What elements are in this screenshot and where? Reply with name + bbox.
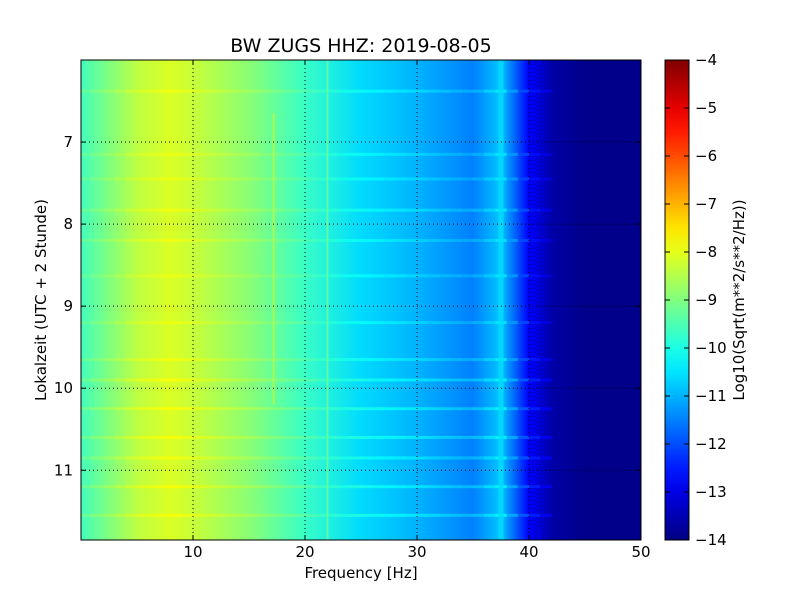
horizontal-band xyxy=(81,177,552,181)
horizontal-band xyxy=(81,407,552,411)
horizontal-band xyxy=(81,89,552,93)
colorbar-tick-label: −11 xyxy=(695,387,727,405)
colorbar-tick-label: −14 xyxy=(695,531,727,549)
grid-lines xyxy=(81,60,641,540)
colorbar-ticks: −4 −5 −6 −7 −8 −9 −10 −11 −12 −13 −14 xyxy=(665,51,727,549)
y-tick-label: 8 xyxy=(63,215,73,233)
x-tick-label: 20 xyxy=(295,543,314,561)
colorbar-tick-label: −8 xyxy=(695,243,717,261)
colorbar-tick-label: −7 xyxy=(695,195,717,213)
horizontal-band xyxy=(81,321,552,325)
heatmap-background xyxy=(81,60,641,540)
y-tick-label: 9 xyxy=(63,297,73,315)
x-tick-label: 50 xyxy=(631,543,650,561)
y-tick-label: 10 xyxy=(54,379,73,397)
colorbar-tick-label: −10 xyxy=(695,339,727,357)
horizontal-band xyxy=(81,513,552,517)
colorbar-tick-label: −9 xyxy=(695,291,717,309)
colorbar: −4 −5 −6 −7 −8 −9 −10 −11 −12 −13 −14 Log10(Sqrt(m… xyxy=(664,51,748,549)
y-axis-ticks: 7 8 9 10 11 xyxy=(54,133,641,479)
chart-title: BW ZUGS HHZ: 2019-08-05 xyxy=(230,35,491,57)
x-axis-ticks: 10 20 30 40 50 xyxy=(183,60,651,561)
x-tick-label: 30 xyxy=(407,543,426,561)
horizontal-band xyxy=(81,274,552,278)
x-tick-label: 10 xyxy=(183,543,202,561)
colorbar-tick-label: −5 xyxy=(695,99,717,117)
spectral-lines xyxy=(272,60,504,540)
x-tick-label: 40 xyxy=(519,543,538,561)
x-axis-label: Frequency [Hz] xyxy=(304,564,417,582)
horizontal-band xyxy=(81,357,552,361)
colorbar-tick-label: −6 xyxy=(695,147,717,165)
y-axis-label: Lokalzeit (UTC + 2 Stunde) xyxy=(32,199,50,401)
plot-frame xyxy=(80,59,642,541)
colorbar-tick-label: −12 xyxy=(695,435,727,453)
horizontal-band xyxy=(81,485,552,489)
horizontal-band xyxy=(81,456,552,460)
colorbar-tick-label: −4 xyxy=(695,51,717,69)
plot-area: 10 20 30 40 50 7 8 9 10 11 xyxy=(54,59,651,561)
y-tick-label: 7 xyxy=(63,133,73,151)
horizontal-band xyxy=(81,239,552,243)
colorbar-label: Log10(Sqrt(m**2/s**2/Hz)) xyxy=(730,199,748,400)
y-tick-label: 11 xyxy=(54,461,73,479)
horizontal-band xyxy=(81,435,552,439)
horizontal-band xyxy=(81,152,552,156)
horizontal-band xyxy=(81,208,552,212)
horizontal-band xyxy=(81,378,552,382)
colorbar-tick-label: −13 xyxy=(695,483,727,501)
